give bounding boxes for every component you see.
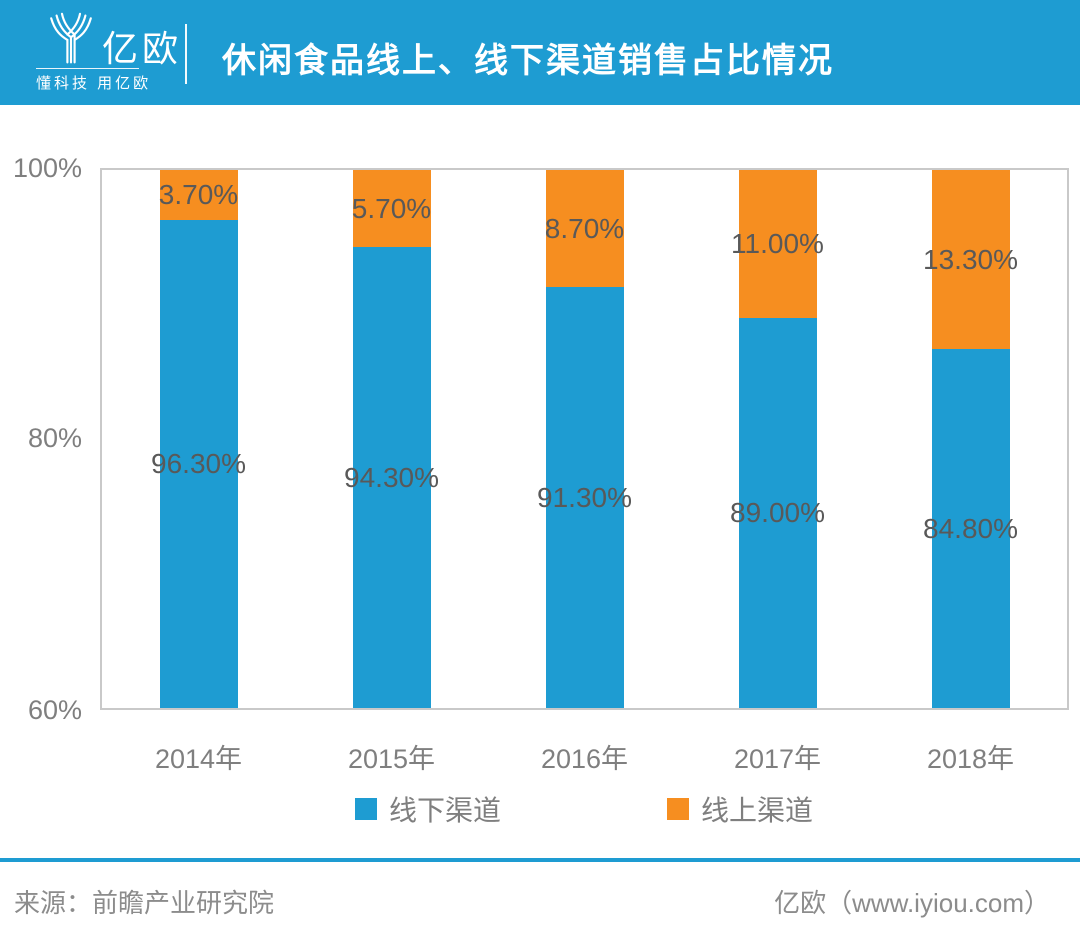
logo-rule xyxy=(36,68,139,69)
bar-segment-online-2016年 xyxy=(545,170,624,287)
bar-segment-online-2018年 xyxy=(931,170,1010,349)
legend-item-online: 线上渠道 xyxy=(667,795,813,826)
bar-segment-offline-2014年 xyxy=(159,220,238,708)
footer-divider xyxy=(0,858,1080,862)
data-label-online-2015年: 5.70% xyxy=(351,193,432,224)
header-banner: 亿欧 懂科技 用亿欧 休闲食品线上、线下渠道销售占比情况 xyxy=(0,0,1080,105)
legend-swatch-online xyxy=(667,798,689,820)
brand-credit: 亿欧（www.iyiou.com） xyxy=(774,888,1050,918)
bar-segment-online-2014年 xyxy=(159,170,238,220)
data-label-offline-2016年: 91.30% xyxy=(537,482,632,513)
x-axis-label-2017年: 2017年 xyxy=(733,744,822,774)
x-axis-label-2014年: 2014年 xyxy=(154,744,243,774)
data-label-offline-2017年: 89.00% xyxy=(730,497,825,528)
data-label-offline-2015年: 94.30% xyxy=(344,462,439,493)
bar-segment-online-2015年 xyxy=(352,170,431,247)
data-label-online-2014年: 3.70% xyxy=(158,179,239,210)
data-label-online-2016年: 8.70% xyxy=(544,213,625,244)
y-axis-tick-80: 80% xyxy=(27,423,82,453)
y-axis-tick-60: 60% xyxy=(27,695,82,725)
x-axis-label-2018年: 2018年 xyxy=(926,744,1015,774)
x-axis-label-2015年: 2015年 xyxy=(347,744,436,774)
page-title: 休闲食品线上、线下渠道销售占比情况 xyxy=(222,42,834,80)
legend-label-online: 线上渠道 xyxy=(701,795,814,826)
data-label-online-2018年: 13.30% xyxy=(923,244,1018,275)
bar-segment-offline-2016年 xyxy=(545,287,624,708)
yiou-logo-icon xyxy=(50,12,92,64)
data-label-offline-2014年: 96.30% xyxy=(151,448,246,479)
bar-segment-offline-2018年 xyxy=(931,349,1010,708)
x-axis-label-2016年: 2016年 xyxy=(540,744,629,774)
brand-name: 亿欧 xyxy=(102,28,183,69)
data-label-online-2017年: 11.00% xyxy=(731,228,824,259)
header-divider xyxy=(185,24,187,84)
plot-area: 3.70% 96.30% 5.70% 94.30% 8.70% 91.30% 11.00% 8… xyxy=(100,168,1069,710)
bar-segment-offline-2017年 xyxy=(738,318,817,708)
legend-swatch-offline xyxy=(355,798,377,820)
brand-tagline: 懂科技 用亿欧 xyxy=(36,75,152,92)
source-text: 来源：前瞻产业研究院 xyxy=(14,888,275,918)
bar-segment-offline-2015年 xyxy=(352,247,431,708)
legend-label-offline: 线下渠道 xyxy=(389,795,502,826)
data-label-offline-2018年: 84.80% xyxy=(923,513,1018,544)
y-axis-tick-100: 100% xyxy=(12,153,82,183)
bar-segment-online-2017年 xyxy=(738,170,817,318)
legend-item-offline: 线下渠道 xyxy=(355,795,501,826)
